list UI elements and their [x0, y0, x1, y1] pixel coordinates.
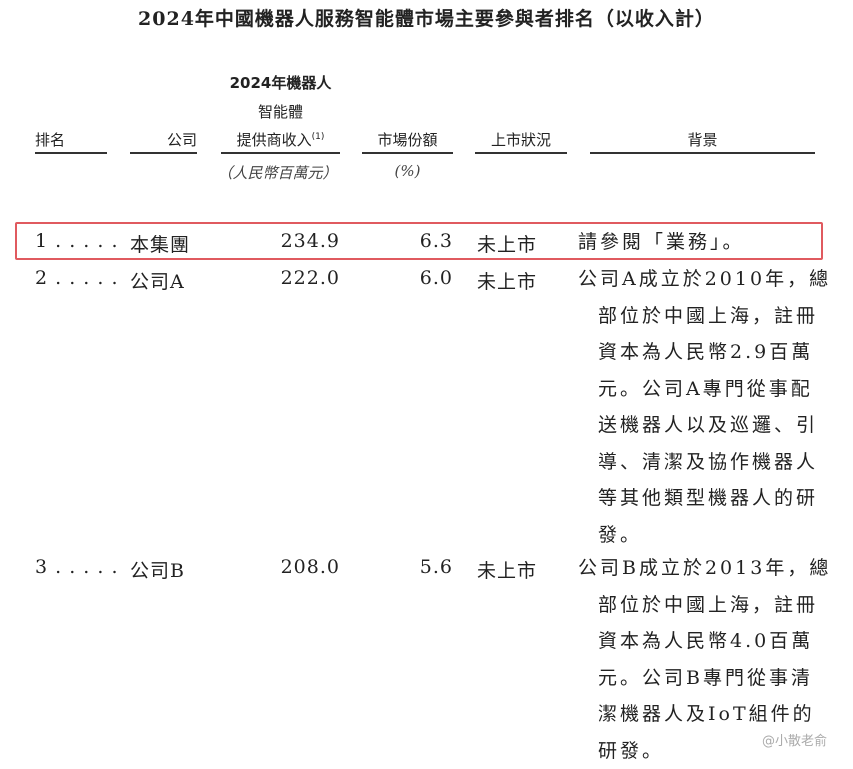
background-cell: 公司A成立於2010年，總 部位於中國上海，註冊 資本為人民幣2.9百萬 元。公…: [578, 268, 832, 546]
company-cell: 公司A: [130, 271, 185, 293]
divider: [221, 152, 340, 154]
share-cell: 5.6: [419, 556, 453, 578]
background-cell: 公司B成立於2013年，總 部位於中國上海，註冊 資本為人民幣4.0百萬 元。公…: [578, 557, 832, 762]
page-title: 2024年中國機器人服務智能體市場主要參與者排名（以收入計）: [138, 8, 715, 30]
divider: [130, 152, 197, 154]
header-revenue-line1: 2024年機器人: [229, 74, 332, 92]
company-cell: 本集團: [130, 234, 191, 256]
divider: [362, 152, 453, 154]
header-rank: 排名: [35, 131, 66, 149]
revenue-unit: （人民幣百萬元）: [217, 164, 338, 182]
background-cell: 請參閱「業務」。: [578, 231, 745, 253]
revenue-cell: 234.9: [280, 230, 340, 252]
highlight-box: [15, 222, 823, 260]
header-background: 背景: [687, 131, 718, 149]
header-company: 公司: [166, 131, 197, 149]
revenue-cell: 222.0: [280, 267, 340, 289]
listing-cell: 未上市: [477, 271, 538, 293]
header-share: 市場份額: [377, 131, 438, 149]
divider: [590, 152, 815, 154]
divider: [475, 152, 567, 154]
listing-cell: 未上市: [477, 560, 538, 582]
rank-cell: 2 . . . . .: [35, 267, 119, 289]
share-cell: 6.0: [419, 267, 453, 289]
company-cell: 公司B: [130, 560, 185, 582]
divider: [35, 152, 107, 154]
share-cell: 6.3: [419, 230, 453, 252]
header-revenue-line2: 智能體: [257, 103, 303, 121]
listing-cell: 未上市: [477, 234, 538, 256]
share-unit: (%): [394, 162, 421, 180]
header-revenue-line3: 提供商收入(1): [236, 131, 325, 149]
header-listing: 上市狀況: [490, 131, 551, 149]
rank-cell: 3 . . . . .: [35, 556, 119, 578]
rank-cell: 1 . . . . .: [35, 230, 119, 252]
watermark: @小散老俞: [762, 734, 828, 749]
revenue-cell: 208.0: [280, 556, 340, 578]
